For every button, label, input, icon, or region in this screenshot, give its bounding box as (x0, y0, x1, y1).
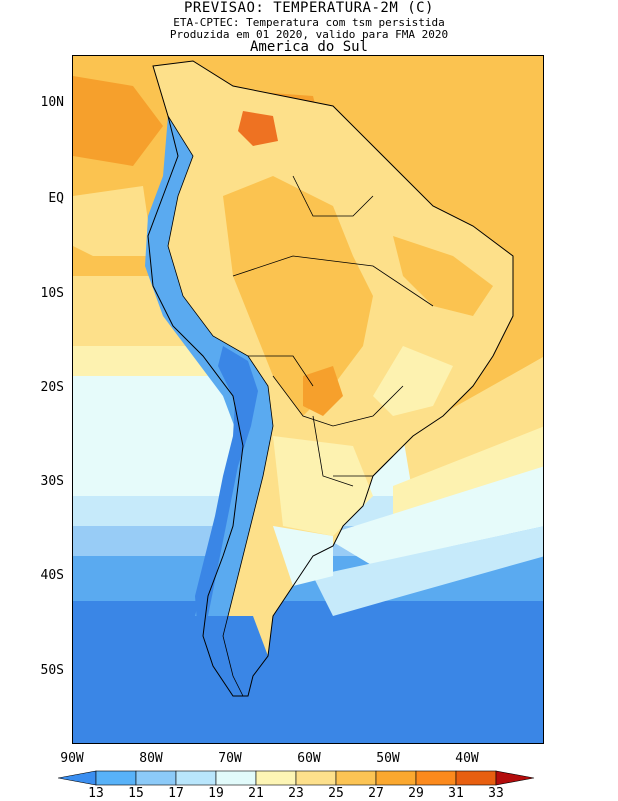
colorbar-tick-label: 33 (488, 786, 504, 801)
lon-label-60w: 60W (297, 751, 321, 766)
venezuela-hotspot (238, 111, 278, 146)
main-title: PREVISAO: TEMPERATURA-2M (C) (183, 0, 434, 16)
colorbar-tick-label: 19 (208, 786, 224, 801)
lat-label-50s: 50S (40, 663, 64, 678)
country-borders (167, 115, 434, 697)
andes-cold-spine (145, 116, 273, 696)
colorbar-cell (255, 770, 297, 786)
map-svg (73, 56, 543, 743)
lon-label-90w: 90W (60, 751, 84, 766)
lat-label-10s: 10S (40, 286, 64, 301)
lon-label-80w: 80W (139, 751, 163, 766)
colorbar-cell (335, 770, 377, 786)
atlantic-23-zone (393, 426, 543, 526)
colorbar-high-triangle (495, 770, 535, 786)
colorbar-tick-label: 17 (168, 786, 184, 801)
validity-subtitle: Produzida em 01 2020, valido para FMA 20… (169, 28, 449, 41)
lon-label-40w: 40W (455, 751, 479, 766)
pacific-25-eq (73, 186, 153, 256)
northeast-warm (393, 236, 493, 316)
lat-label-eq: EQ (48, 191, 64, 206)
colorbar-tick-label: 27 (368, 786, 384, 801)
atlantic-19-zone (313, 526, 543, 616)
region-title: America do Sul (249, 39, 368, 55)
colorbar-cell (415, 770, 457, 786)
amazon-warm-core (223, 176, 373, 416)
colorbar (58, 770, 535, 786)
colorbar-low-triangle (58, 770, 97, 786)
patagonia-cold (183, 616, 268, 696)
colorbar-cell (455, 770, 497, 786)
pampas-cool (273, 526, 333, 586)
coastline (147, 60, 514, 697)
colorbar-tick-label: 25 (328, 786, 344, 801)
colorbar-cell (175, 770, 217, 786)
atlantic-25-zone (403, 357, 543, 496)
lon-label-50w: 50W (376, 751, 400, 766)
atlantic-21-zone (323, 466, 543, 566)
colorbar-cell (295, 770, 337, 786)
southern-plains (273, 436, 373, 536)
colorbar-cell (135, 770, 177, 786)
central-hotspot (303, 366, 343, 416)
colorbar-cells (58, 770, 535, 786)
pacific-warm-north (73, 76, 163, 166)
colorbar-cell (215, 770, 257, 786)
lat-label-10n: 10N (40, 95, 64, 110)
lat-label-20s: 20S (40, 380, 64, 395)
andes-peaks (195, 346, 258, 676)
lat-label-30s: 30S (40, 474, 64, 489)
colorbar-tick-label: 15 (128, 786, 144, 801)
colorbar-tick-label: 31 (448, 786, 464, 801)
lon-label-70w: 70W (218, 751, 242, 766)
colorbar-tick-label: 21 (248, 786, 264, 801)
colorbar-cell (95, 770, 137, 786)
band-ocean-13 (73, 601, 543, 743)
colorbar-tick-label: 23 (288, 786, 304, 801)
colorbar-tick-label: 29 (408, 786, 424, 801)
model-subtitle: ETA-CPTEC: Temperatura com tsm persistid… (173, 16, 445, 29)
southeast-brazil-cool (373, 346, 453, 416)
colorbar-cell (375, 770, 417, 786)
lat-label-40s: 40S (40, 568, 64, 583)
temperature-map (72, 55, 544, 744)
colorbar-tick-label: 13 (88, 786, 104, 801)
